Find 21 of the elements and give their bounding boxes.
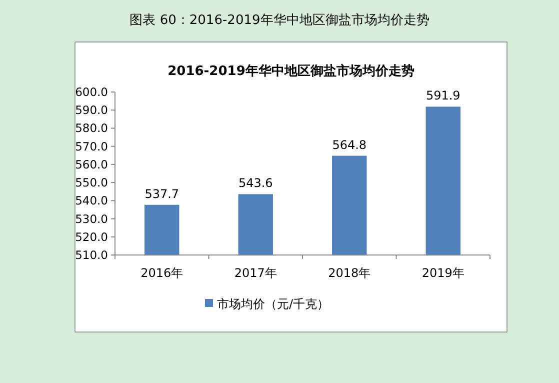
data-label: 564.8	[332, 138, 367, 152]
text: 图表 60：2016-2019年华中地区御盐市场均价走势	[130, 13, 430, 28]
y-tick-label: 550.0	[75, 176, 108, 190]
y-tick-label: 530.0	[75, 212, 108, 226]
legend-label: 市场均价（元/千克）	[217, 297, 330, 311]
y-tick-label: 590.0	[75, 103, 108, 118]
y-tick-label: 570.0	[75, 139, 108, 154]
y-tick-label: 580.0	[75, 121, 108, 136]
x-tick-label: 2018年	[328, 266, 371, 280]
y-tick-label: 560.0	[75, 157, 108, 172]
x-tick-label: 2017年	[234, 266, 277, 280]
data-label: 537.7	[144, 186, 180, 201]
y-tick-label: 540.0	[75, 194, 108, 208]
y-tick-label: 520.0	[75, 230, 108, 244]
y-tick-label: 510.0	[75, 248, 108, 262]
data-label: 543.6	[238, 176, 273, 190]
x-tick-label: 2019年	[422, 266, 464, 280]
data-label: 591.9	[426, 88, 460, 103]
y-tick-label: 600.0	[75, 85, 108, 99]
x-tick-label: 2016年	[140, 266, 184, 280]
chart-title: 2016-2019年华中地区御盐市场均价走势	[168, 63, 414, 79]
